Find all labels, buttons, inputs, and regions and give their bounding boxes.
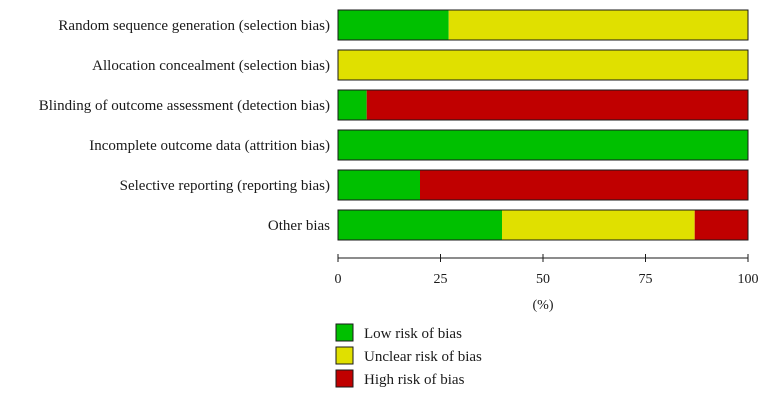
bar-other-bias-low-risk-of-bias (338, 210, 502, 240)
bar-blinding-of-outcome-assessment-detection-bias-high-risk-of-bias (366, 90, 748, 120)
category-label-incomplete-outcome-data-attrition-bias: Incomplete outcome data (attrition bias) (89, 138, 330, 154)
legend-label-low-risk-of-bias: Low risk of bias (364, 326, 462, 342)
bar-random-sequence-generation-selection-bias-low-risk-of-bias (338, 10, 449, 40)
bar-other-bias-high-risk-of-bias (694, 210, 748, 240)
bar-random-sequence-generation-selection-bias-unclear-risk-of-bias (448, 10, 748, 40)
category-labels: Random sequence generation (selection bi… (39, 18, 330, 234)
legend-label-high-risk-of-bias: High risk of bias (364, 372, 465, 388)
legend-swatch-low-risk-of-bias (335, 323, 354, 342)
bar-outline-blinding-of-outcome-assessment-detection-bias (337, 89, 749, 121)
category-label-selective-reporting-reporting-bias: Selective reporting (reporting bias) (120, 178, 330, 194)
bar-selective-reporting-reporting-bias-low-risk-of-bias (338, 170, 420, 200)
x-axis-label: (%) (533, 298, 554, 313)
x-tick-label-50: 50 (536, 272, 550, 287)
bar-other-bias-unclear-risk-of-bias (502, 210, 695, 240)
bar-outline-incomplete-outcome-data-attrition-bias (337, 129, 749, 161)
bar-outline-random-sequence-generation-selection-bias (337, 9, 749, 41)
category-label-other-bias: Other bias (268, 218, 330, 234)
x-tick-label-25: 25 (434, 272, 448, 287)
legend: Low risk of bias Unclear risk of bias High… (335, 323, 482, 388)
bar-selective-reporting-reporting-bias-high-risk-of-bias (420, 170, 748, 200)
x-tick-label-75: 75 (639, 272, 653, 287)
legend-label-unclear-risk-of-bias: Unclear risk of bias (364, 349, 482, 365)
bar-outline-other-bias (337, 209, 749, 241)
bar-incomplete-outcome-data-attrition-bias-low-risk-of-bias (338, 130, 748, 160)
category-label-allocation-concealment-selection-bias: Allocation concealment (selection bias) (92, 58, 330, 74)
x-tick-label-0: 0 (335, 272, 342, 287)
legend-swatch-unclear-risk-of-bias (335, 346, 354, 365)
category-label-blinding-of-outcome-assessment-detection-bias: Blinding of outcome assessment (detectio… (39, 98, 330, 114)
bar-outline-allocation-concealment-selection-bias (337, 49, 749, 81)
x-tick-label-100: 100 (738, 272, 759, 287)
bars (337, 9, 749, 241)
category-label-random-sequence-generation-selection-bias: Random sequence generation (selection bi… (58, 18, 330, 34)
bar-allocation-concealment-selection-bias-unclear-risk-of-bias (338, 50, 748, 80)
bar-outline-selective-reporting-reporting-bias (337, 169, 749, 201)
x-axis: 0 25 50 75 100 (335, 254, 759, 287)
bar-blinding-of-outcome-assessment-detection-bias-low-risk-of-bias (338, 90, 367, 120)
legend-swatch-high-risk-of-bias (335, 369, 354, 388)
